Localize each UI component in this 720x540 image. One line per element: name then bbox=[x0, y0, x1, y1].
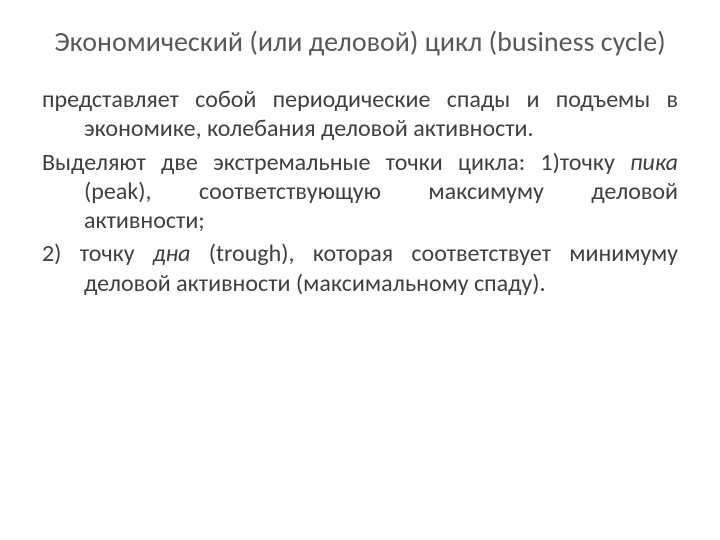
paragraph-2: Выделяют две экстремальные точки цикла: … bbox=[42, 148, 678, 236]
paragraph-3: 2) точку дна (trough), которая соответст… bbox=[42, 239, 678, 298]
paragraph-1: представляет собой периодические спады и… bbox=[42, 85, 678, 144]
slide-title: Экономический (или деловой) цикл (busine… bbox=[42, 24, 678, 59]
